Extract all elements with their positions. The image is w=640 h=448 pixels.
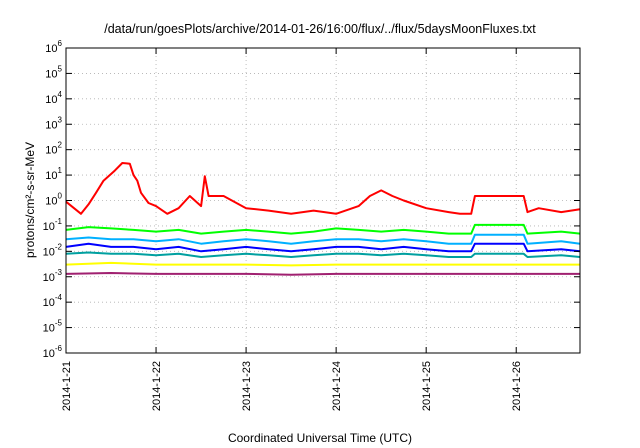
y-tick-exponent: 2 [58, 141, 63, 150]
x-tick-label: 2014-1-23 [241, 361, 253, 411]
y-tick-label: 10-3 [43, 268, 63, 284]
series-line [65, 251, 581, 258]
series-line [65, 162, 581, 215]
series-line [65, 242, 581, 253]
y-tick-label: 106 [45, 39, 62, 55]
y-tick-exponent: -4 [55, 293, 63, 302]
y-tick-label: 100 [45, 192, 62, 208]
y-tick-label: 102 [45, 141, 62, 157]
series-line [65, 223, 581, 235]
y-tick-exponent: 6 [58, 39, 63, 48]
y-tick-exponent: 3 [58, 115, 63, 124]
x-tick-label: 2014-1-26 [511, 361, 523, 411]
series-line [65, 261, 580, 267]
chart-title: /data/run/goesPlots/archive/2014-01-26/1… [104, 22, 536, 36]
x-tick-label: 2014-1-22 [151, 361, 163, 411]
y-tick-exponent: -2 [55, 242, 63, 251]
y-axis-label: protons/cm²-s-sr-MeV [23, 141, 37, 259]
y-tick-label: 101 [45, 166, 62, 182]
y-tick-exponent: 4 [58, 90, 63, 99]
grid-lines [66, 48, 580, 353]
y-tick-exponent: -1 [55, 217, 63, 226]
y-tick-label: 10-6 [43, 344, 63, 360]
y-tick-exponent: 5 [58, 64, 63, 73]
x-axis-ticks: 2014-1-21 2014-1-22 2014-1-23 2014-1-24 2014… [61, 48, 523, 411]
y-tick-label: 10-5 [43, 319, 63, 335]
y-tick-exponent: -6 [55, 344, 63, 353]
series-line [65, 233, 581, 245]
y-tick-label: 105 [45, 64, 62, 80]
y-tick-exponent: -5 [55, 319, 63, 328]
y-tick-exponent: 0 [58, 192, 63, 201]
y-tick-exponent: 1 [58, 166, 63, 175]
series-line [65, 272, 580, 276]
y-tick-label: 10-1 [43, 217, 63, 233]
x-tick-label: 2014-1-24 [331, 361, 343, 411]
y-tick-exponent: -3 [55, 268, 63, 277]
x-tick-label: 2014-1-21 [61, 361, 73, 411]
x-tick-label: 2014-1-25 [421, 361, 433, 411]
y-tick-label: 103 [45, 115, 62, 131]
y-tick-label: 10-4 [43, 293, 63, 309]
x-axis-label: Coordinated Universal Time (UTC) [227, 431, 413, 445]
y-tick-label: 10-2 [43, 242, 63, 258]
data-series [65, 162, 581, 276]
y-axis-ticks: 10-610-510-410-310-210-11001011021031041… [43, 39, 580, 360]
y-tick-label: 104 [45, 90, 62, 106]
